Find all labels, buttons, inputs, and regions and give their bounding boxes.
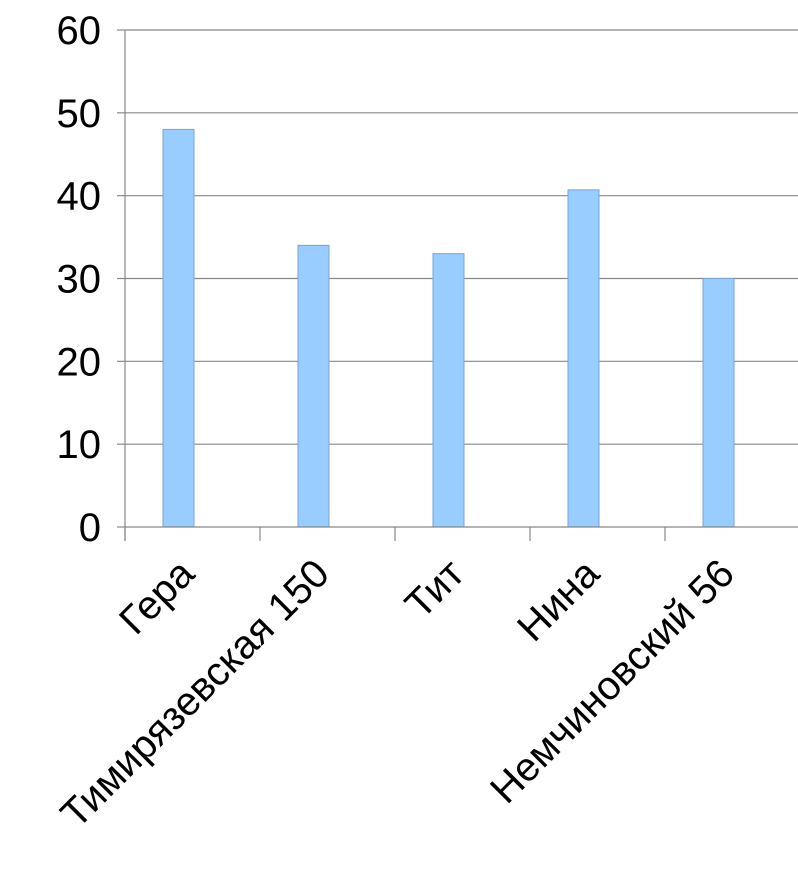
y-tick-labels: 0 10 20 30 40 50 60 [57, 9, 102, 550]
bar [567, 189, 600, 528]
y-tick-label: 30 [57, 258, 102, 302]
bars [162, 128, 735, 528]
y-tick-label: 10 [57, 423, 102, 467]
y-tick-label: 20 [57, 340, 102, 384]
x-tick-label: Немчиновский 56 [482, 551, 743, 812]
x-tick-label: Тимирязевская 150 [53, 551, 338, 836]
y-tick-label: 60 [57, 9, 102, 53]
axes [117, 29, 798, 541]
y-tick-label: 40 [57, 175, 102, 219]
x-tick-label: Тит [397, 551, 473, 627]
x-tick-label: Гера [111, 551, 203, 643]
bar [297, 244, 330, 528]
y-tick-label: 0 [79, 506, 101, 550]
y-tick-label: 50 [57, 92, 102, 136]
x-tick-label: Нина [509, 551, 608, 650]
bar [162, 128, 195, 528]
bar [432, 253, 465, 528]
bar [702, 278, 735, 528]
